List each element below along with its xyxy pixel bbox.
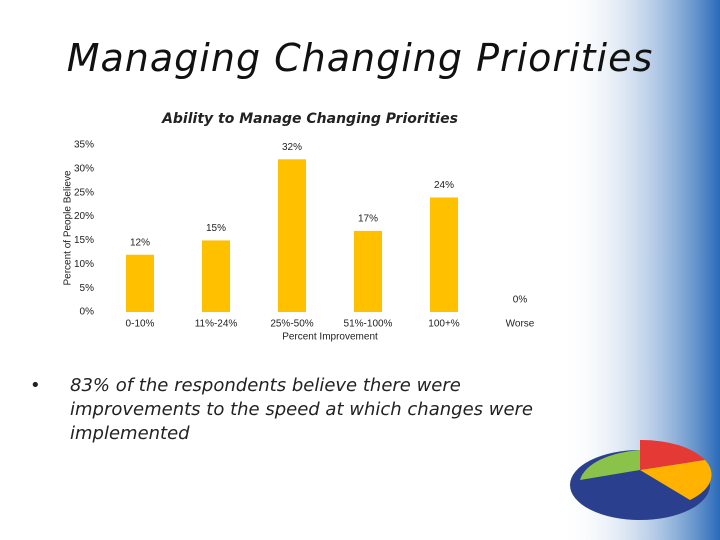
y-tick-label: 30% bbox=[74, 163, 94, 174]
value-label: 32% bbox=[282, 142, 302, 153]
x-tick-label: Worse bbox=[506, 319, 535, 330]
y-tick-label: 25% bbox=[74, 187, 94, 198]
bar bbox=[202, 240, 230, 312]
x-tick-label: 0-10% bbox=[126, 319, 155, 330]
chart-title: Ability to Manage Changing Priorities bbox=[161, 111, 458, 127]
bar bbox=[354, 230, 382, 312]
bar bbox=[278, 159, 306, 312]
bar bbox=[430, 197, 458, 312]
y-tick-label: 20% bbox=[74, 211, 94, 222]
x-tick-label: 11%-24% bbox=[195, 319, 238, 330]
y-tick-label: 0% bbox=[80, 307, 95, 318]
x-axis-title: Percent Improvement bbox=[282, 332, 378, 343]
y-tick-label: 10% bbox=[74, 259, 94, 270]
value-label: 0% bbox=[513, 295, 528, 306]
value-label: 15% bbox=[206, 223, 226, 234]
x-tick-label: 25%-50% bbox=[270, 319, 313, 330]
x-tick-label: 51%-100% bbox=[344, 319, 393, 330]
y-tick-label: 5% bbox=[80, 283, 95, 294]
y-axis-title: Percent of People Believe bbox=[63, 170, 74, 286]
y-tick-label: 15% bbox=[74, 235, 94, 246]
x-tick-label: 100+% bbox=[428, 319, 460, 330]
slide-title: Managing Changing Priorities bbox=[66, 36, 654, 80]
bar bbox=[126, 254, 154, 312]
value-label: 17% bbox=[358, 214, 378, 225]
bullet-text: 83% of the respondents believe there wer… bbox=[30, 374, 590, 446]
value-label: 12% bbox=[130, 237, 150, 248]
y-tick-label: 35% bbox=[74, 140, 94, 151]
value-label: 24% bbox=[434, 180, 454, 191]
